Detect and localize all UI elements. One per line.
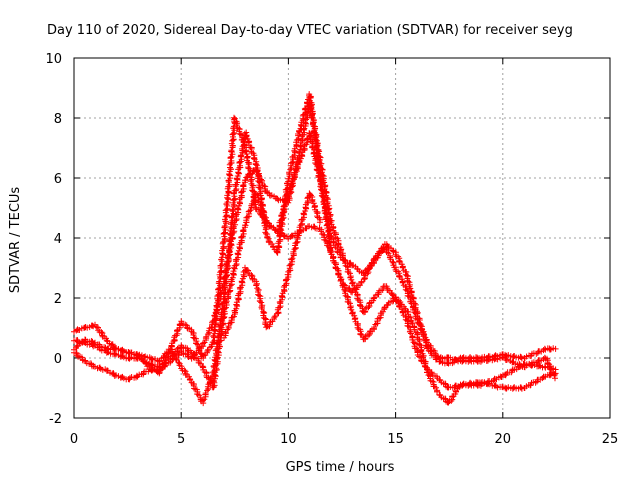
- x-tick-label: 20: [495, 432, 512, 447]
- x-axis: 0 5 10 15 20 25: [70, 58, 618, 447]
- y-axis-label: SDTVAR / TECUs: [8, 187, 23, 294]
- point-markers: [221, 190, 324, 341]
- y-tick-label: -2: [49, 412, 62, 427]
- y-tick-label: 4: [54, 232, 62, 247]
- y-axis: -2 0 2 4 6 8 10: [45, 52, 610, 427]
- point-markers: [71, 91, 558, 407]
- x-tick-label: 10: [280, 432, 297, 447]
- data-points: [71, 91, 559, 407]
- y-tick-label: 6: [54, 172, 62, 187]
- y-tick-label: 8: [54, 112, 62, 127]
- y-tick-label: 10: [45, 52, 62, 67]
- x-tick-label: 5: [177, 432, 185, 447]
- x-tick-label: 25: [602, 432, 619, 447]
- y-tick-label: 2: [54, 292, 62, 307]
- chart-title: Day 110 of 2020, Sidereal Day-to-day VTE…: [47, 23, 573, 38]
- y-tick-label: 0: [54, 352, 62, 367]
- series-trace-5: [221, 190, 324, 341]
- x-tick-label: 0: [70, 432, 78, 447]
- x-tick-label: 15: [387, 432, 404, 447]
- series-trace-3: [71, 114, 559, 377]
- x-axis-label: GPS time / hours: [286, 460, 395, 475]
- point-markers: [71, 114, 559, 377]
- series-trace-4: [71, 91, 558, 407]
